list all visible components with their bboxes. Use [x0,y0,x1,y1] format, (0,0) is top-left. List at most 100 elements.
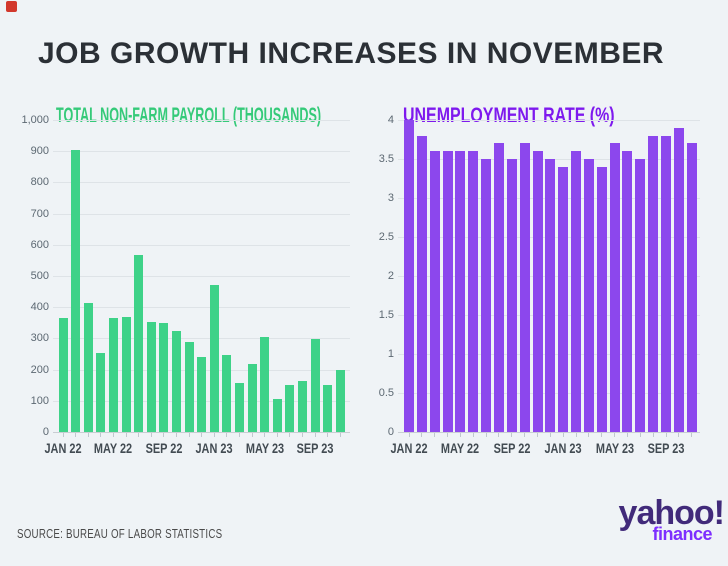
bar-jul-22 [134,254,144,432]
y-axis-tick-label: 400 [30,301,49,314]
x-axis-tick [498,433,500,437]
x-axis-tick [575,433,577,437]
x-axis-tick [601,433,603,437]
y-axis-tick-label: 600 [30,238,49,251]
gridline [53,182,350,184]
x-axis-tick-label: SEP 23 [296,440,334,456]
bar-jun-23 [622,151,633,432]
bar-nov-22 [184,341,194,432]
bar-jun-23 [272,399,282,432]
bar-aug-22 [493,143,504,432]
x-axis-tick [639,433,641,437]
y-axis-tick-label: 1,000 [21,114,49,126]
y-axis-tick-label: 0 [42,426,49,438]
x-axis-tick [289,433,291,437]
bar-aug-23 [648,135,659,432]
y-axis-tick-label: 2 [387,270,394,282]
bar-nov-22 [532,151,543,432]
y-axis-tick-label: 4 [387,114,394,126]
gridline [53,213,350,215]
x-axis-tick-label: JAN 23 [195,440,233,456]
x-axis-tick [408,433,410,437]
x-axis-tick-label: MAY 23 [595,440,634,456]
page-title: JOB GROWTH INCREASES IN NOVEMBER [38,37,665,71]
bar-sep-22 [506,159,517,432]
x-axis-tick [251,433,253,437]
x-axis-tick-label: SEP 22 [145,440,183,456]
bar-feb-23 [571,151,582,432]
y-axis-tick-label: 500 [30,270,49,282]
y-axis-tick-label: 0.5 [378,387,394,399]
x-axis-tick-label: SEP 23 [647,440,685,456]
x-axis-tick [459,433,461,437]
red-marker-icon [6,1,17,12]
x-axis-tick [301,433,303,437]
bar-jun-22 [468,151,479,432]
x-axis-tick [138,433,140,437]
bar-may-23 [609,143,620,432]
yahoo-logo: yahoo! [618,494,725,532]
bar-sep-22 [159,322,169,432]
x-axis-tick [485,433,487,437]
unemployment-chart-title: UNEMPLOYMENT RATE (%) [403,104,615,128]
y-axis-tick-label: 3 [387,192,394,204]
bar-mar-23 [583,159,594,432]
bar-jun-22 [121,316,131,432]
bar-sep-23 [310,339,320,432]
x-axis-tick [213,433,215,437]
x-axis-tick [150,433,152,437]
x-axis-tick [652,433,654,437]
bar-apr-23 [247,364,257,432]
payroll-bar-chart: 1,000 900 800 700 600 500 400 300 200 100 0 JAN 22 M… [21,114,350,456]
x-axis-tick [163,433,165,437]
x-axis-tick [588,433,590,437]
x-axis-tick [339,433,341,437]
x-axis-tick-label: JAN 22 [44,440,82,456]
bar-nov-23 [335,369,345,432]
source-note: SOURCE: BUREAU OF LABOR STATISTICS [17,527,223,541]
y-axis-tick-label: 0 [387,426,394,438]
x-axis-tick [434,433,436,437]
bar-sep-23 [661,135,671,432]
gridline [53,432,350,433]
y-axis-tick-label: 1.5 [378,309,394,321]
x-axis-tick [447,433,449,437]
x-axis-tick [175,433,177,437]
x-axis-tick [549,433,551,437]
x-axis-tick [691,433,693,437]
x-axis-tick [314,433,316,437]
y-axis-tick-label: 100 [30,394,49,407]
x-axis-tick [626,433,628,437]
bar-aug-23 [297,380,307,432]
x-axis-tick [537,433,538,437]
x-axis-tick [421,433,423,437]
bar-feb-22 [416,135,427,432]
bar-aug-22 [146,322,156,432]
y-axis-tick-label: 700 [30,207,49,220]
x-axis-tick [678,433,680,437]
x-axis-tick [125,433,127,437]
bar-apr-22 [442,151,453,432]
x-axis-tick [524,433,526,437]
bar-jan-23 [209,284,219,432]
bar-jan-22 [58,318,68,432]
bar-dec-22 [545,159,556,432]
x-axis-tick [511,433,513,437]
x-axis-tick [472,433,474,437]
gridline [398,432,700,433]
gridline [398,120,700,121]
bar-mar-23 [234,383,244,432]
y-axis-tick-label: 300 [30,332,49,345]
x-axis-tick [100,433,102,437]
bar-feb-23 [222,354,232,432]
bar-oct-22 [171,330,181,432]
gridline [53,120,350,121]
bar-mar-22 [83,302,93,432]
x-axis-tick-label: MAY 22 [94,440,133,456]
bar-oct-23 [323,385,333,432]
x-axis-tick [665,433,667,437]
x-axis-tick-label: JAN 22 [390,440,428,456]
x-axis-tick [276,433,278,437]
bar-oct-23 [673,127,684,432]
